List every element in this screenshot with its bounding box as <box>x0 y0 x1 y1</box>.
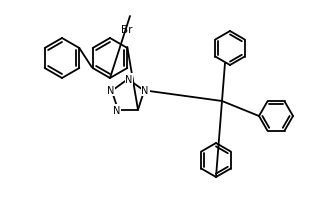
Text: N: N <box>125 75 133 85</box>
Text: N: N <box>107 85 115 95</box>
Text: N: N <box>113 105 121 115</box>
Text: Br: Br <box>121 25 133 35</box>
Text: N: N <box>142 85 149 95</box>
